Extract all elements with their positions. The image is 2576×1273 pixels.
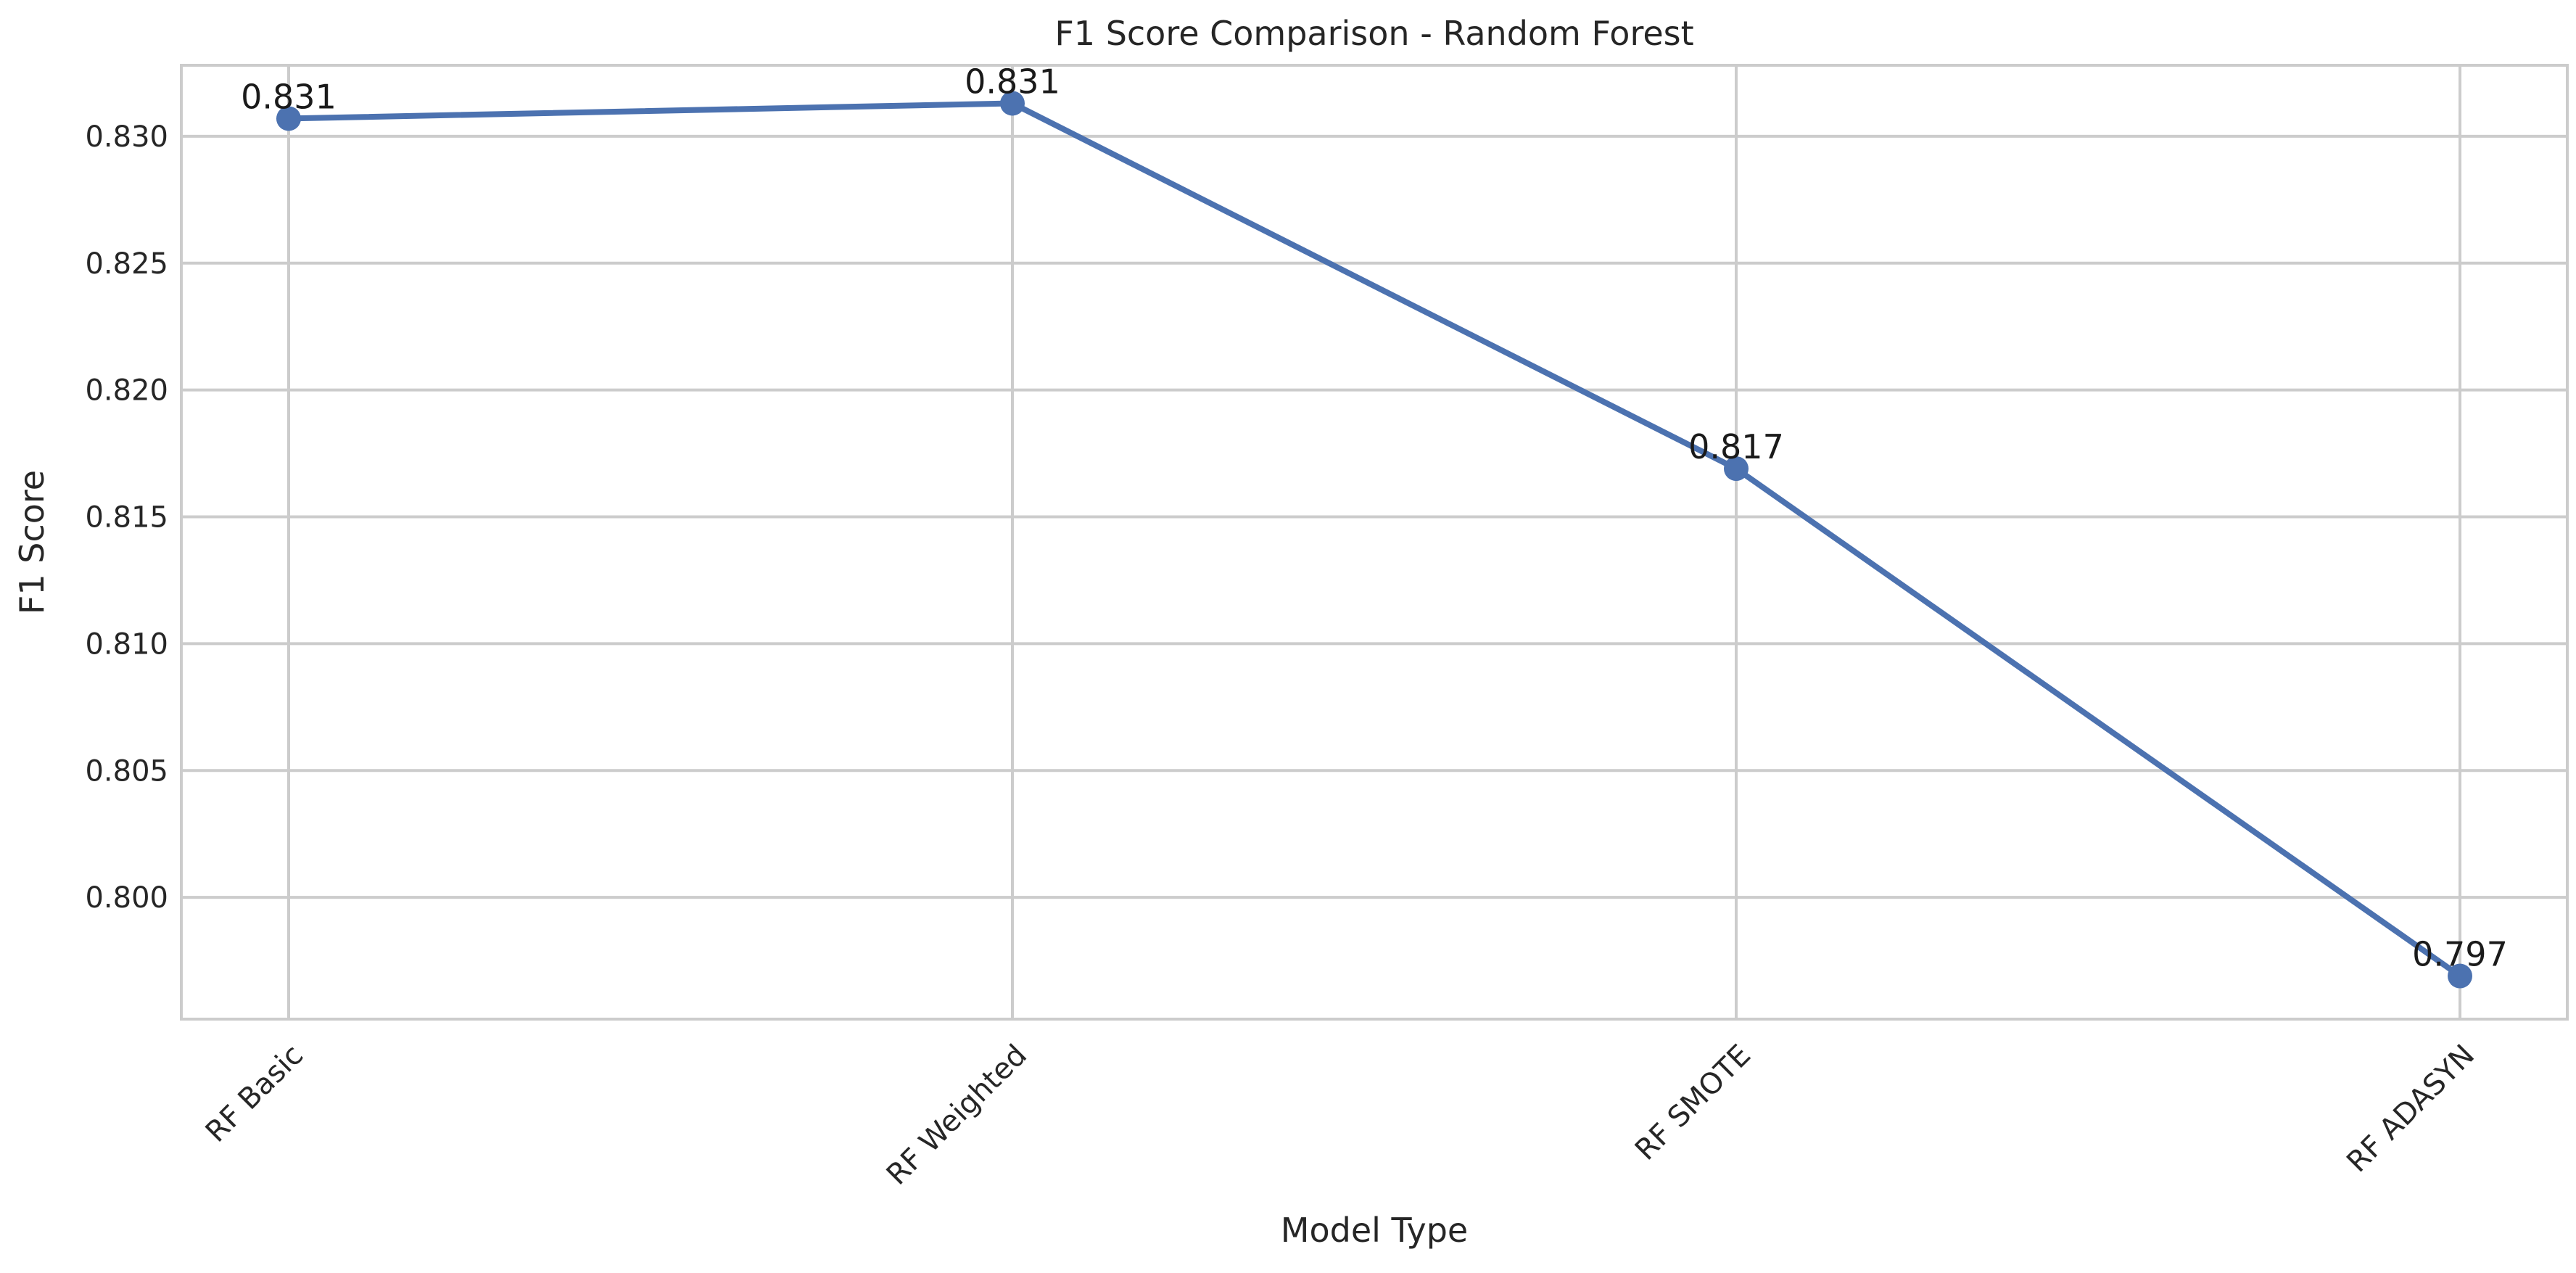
grid [181,65,2567,1019]
series-markers [276,91,2472,989]
y-tick-label: 0.800 [85,881,168,915]
y-tick-label: 0.805 [85,754,168,788]
data-point [1000,91,1025,116]
plot-frame [180,64,2569,1021]
y-tick-label: 0.830 [85,120,168,154]
y-tick-label: 0.810 [85,627,168,661]
data-label: 0.831 [965,62,1060,101]
y-axis-ticks: 0.800 0.805 0.810 0.815 0.820 0.825 0.830 [85,120,168,915]
x-axis-label: Model Type [1281,1211,1468,1250]
data-point [276,106,301,131]
y-tick-label: 0.815 [85,501,168,535]
data-point [1724,456,1749,482]
y-axis-label: F1 Score [12,470,51,614]
data-label: 0.817 [1688,427,1784,466]
data-label: 0.797 [2412,935,2508,974]
y-tick-label: 0.825 [85,247,168,281]
data-label: 0.831 [241,77,337,116]
data-labels: 0.831 0.831 0.817 0.797 [241,62,2508,973]
y-tick-label: 0.820 [85,374,168,408]
series-line [286,100,2463,979]
data-point [2448,963,2472,989]
chart-title: F1 Score Comparison - Random Forest [1054,14,1693,53]
